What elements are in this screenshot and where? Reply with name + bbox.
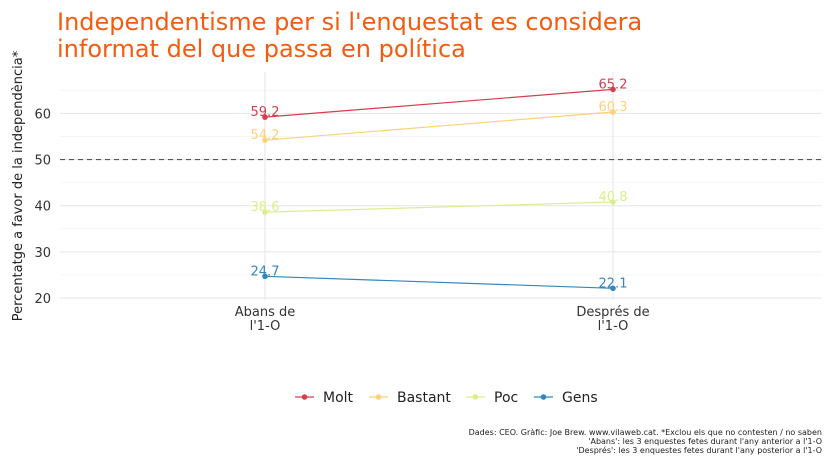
grid-lines [60, 72, 822, 300]
caption-line: 'Abans': les 3 enquestes fetes durant l'… [588, 437, 822, 446]
data-point [610, 109, 616, 115]
data-label: 40.8 [599, 190, 628, 205]
data-label: 60.3 [599, 100, 628, 115]
x-tick-label: Abans de [235, 305, 296, 320]
legend-swatch-point [540, 394, 547, 400]
chart-title-line: informat del que passa en política [57, 35, 466, 63]
y-axis-label: Percentatge a favor de la independència* [11, 50, 26, 321]
data-label: 54.2 [251, 128, 280, 143]
data-point [610, 86, 616, 93]
data-point [610, 285, 616, 292]
data-point [262, 273, 268, 280]
legend-label: Gens [562, 390, 598, 406]
series-poc: 38.6 40.8 [251, 190, 628, 215]
y-tick-label: 40 [34, 200, 51, 215]
series-line [264, 111, 614, 141]
chart-title-line: Independentisme per si l'enquestat es co… [57, 8, 642, 36]
series-line [264, 275, 614, 289]
legend-item-poc: Poc [466, 390, 518, 406]
data-label: 65.2 [599, 77, 628, 92]
legend-swatch-point [375, 394, 382, 400]
y-tick-label: 30 [34, 246, 51, 261]
legend-label: Bastant [397, 390, 451, 406]
series-line [264, 201, 614, 213]
data-label: 38.6 [251, 200, 280, 215]
data-point [262, 209, 268, 215]
legend-item-bastant: Bastant [369, 390, 451, 406]
data-point [262, 137, 268, 143]
caption-line: 'Després': les 3 enquestes fetes durant … [576, 445, 822, 455]
series-line [264, 88, 614, 118]
legend-label: Molt [323, 390, 354, 406]
y-axis-ticks: 20 30 40 50 60 [34, 107, 51, 307]
legend-item-gens: Gens [534, 390, 598, 406]
legend: Molt Bastant Poc Gens [295, 390, 598, 406]
y-tick-label: 50 [34, 154, 51, 169]
data-label: 22.1 [599, 276, 628, 291]
series-bastant: 54.2 60.3 [251, 100, 628, 143]
y-tick-label: 20 [34, 292, 51, 307]
chart-title: Independentisme per si l'enquestat es co… [57, 8, 642, 63]
x-tick-label: l'1-O [250, 319, 281, 334]
x-tick-label: Després de [576, 305, 649, 320]
y-tick-label: 60 [34, 107, 51, 122]
x-tick-label: l'1-O [598, 319, 629, 334]
series-lines: 59.2 65.2 54.2 60.3 38.6 40.8 24.7 22.1 [251, 77, 628, 291]
data-label: 24.7 [251, 264, 280, 279]
legend-item-molt: Molt [295, 390, 354, 406]
series-molt: 59.2 65.2 [251, 77, 628, 120]
data-label: 59.2 [251, 105, 280, 120]
data-point [610, 199, 616, 205]
data-point [262, 114, 268, 120]
caption-line: Dades: CEO. Gràfic: Joe Brew. www.vilawe… [469, 428, 822, 437]
series-gens: 24.7 22.1 [251, 264, 628, 291]
caption: Dades: CEO. Gràfic: Joe Brew. www.vilawe… [469, 428, 822, 455]
legend-label: Poc [494, 390, 518, 406]
legend-swatch-point [472, 394, 479, 400]
legend-swatch-point [301, 394, 308, 400]
